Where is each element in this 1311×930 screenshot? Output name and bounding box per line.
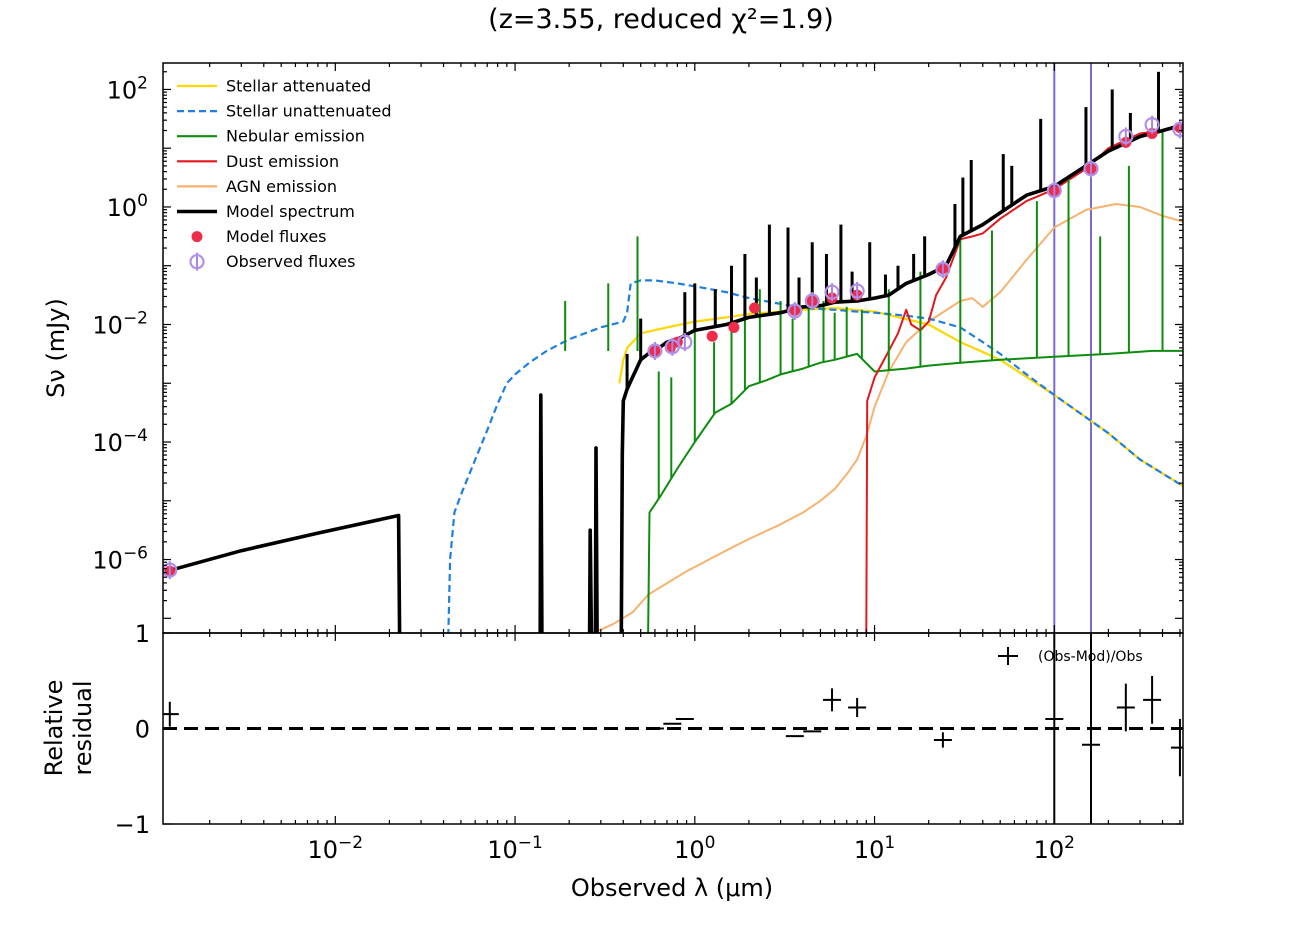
legend-entry-stellar-unattenuated: Stellar unattenuated xyxy=(177,102,391,121)
model-flux-4 xyxy=(706,330,718,342)
observed-flux-11 xyxy=(1118,127,1134,146)
x-axis-label: Observed λ (μm) xyxy=(571,874,773,902)
axis-tick-labels: 10−2 10−1 100 101 102 10−6 10−4 10−2 100 102 −1 0 1 xyxy=(92,73,1075,864)
observed-flux-7 xyxy=(849,282,865,300)
legend-label: Stellar attenuated xyxy=(226,77,371,96)
series-nebular-emission xyxy=(647,349,1183,633)
bottom-y-label-line1: Relative xyxy=(40,680,68,777)
observed-flux-12 xyxy=(1144,115,1160,134)
residual-6 xyxy=(823,688,842,712)
observed-flux-3 xyxy=(677,333,693,352)
top-y-axis-label: Sν (mJy) xyxy=(42,298,70,398)
observed-flux-marker xyxy=(824,284,840,300)
observed-flux-marker xyxy=(677,334,693,350)
y-tick-label-2: 10−2 xyxy=(92,308,148,339)
residual-legend-label: (Obs-Mod)/Obs xyxy=(1038,649,1143,665)
series-stellar-unattenuated xyxy=(447,279,1183,633)
legend-entry-model-fluxes: Model fluxes xyxy=(191,227,327,246)
residual-legend-marker xyxy=(998,647,1018,665)
series-stellar-attenuated xyxy=(618,306,1183,488)
series-agn-emission xyxy=(590,203,1183,633)
observed-flux-6 xyxy=(824,283,840,302)
legend-entry-agn-emission: AGN emission xyxy=(177,177,337,196)
y-tick-label-0: 10−6 xyxy=(92,544,148,575)
observed-flux-5 xyxy=(804,291,820,310)
observed-flux-10 xyxy=(1083,159,1099,178)
bottom-y-axis-label: Relative residual xyxy=(40,680,97,777)
axis-ticks xyxy=(163,63,1183,825)
observed-flux-marker xyxy=(935,261,951,277)
legend-entry-model-spectrum: Model spectrum xyxy=(177,202,355,221)
legend-label: Nebular emission xyxy=(226,127,365,146)
observed-flux-marker xyxy=(787,303,803,319)
observed-flux-marker xyxy=(849,283,865,299)
y-tick-label-4: 102 xyxy=(107,73,148,104)
legend-swatch xyxy=(189,254,205,270)
bottom-y-tick-label-1: 0 xyxy=(135,716,150,744)
legend-label: AGN emission xyxy=(226,177,337,196)
legend-entry-stellar-attenuated: Stellar attenuated xyxy=(177,77,371,96)
x-tick-label-0: 10−2 xyxy=(308,833,364,864)
top-panel xyxy=(163,63,1183,633)
x-tick-label-4: 102 xyxy=(1034,833,1075,864)
observed-flux-marker xyxy=(1172,121,1183,138)
series-dust-emission xyxy=(865,126,1183,633)
y-tick-label-3: 100 xyxy=(107,191,148,222)
model-flux-5 xyxy=(728,321,740,333)
model-flux-6 xyxy=(749,302,761,314)
residual-7 xyxy=(848,697,867,718)
legend-label: Stellar unattenuated xyxy=(226,102,391,121)
legend-label: Model spectrum xyxy=(226,202,355,221)
observed-flux-marker xyxy=(647,343,663,359)
x-tick-label-1: 10−1 xyxy=(487,833,543,864)
legend-entry-dust-emission: Dust emission xyxy=(177,152,339,171)
bottom-y-label-line2: residual xyxy=(69,680,97,775)
bottom-y-tick-label-0: −1 xyxy=(115,811,150,839)
observed-flux-4 xyxy=(787,301,803,320)
residual-12 xyxy=(1143,675,1162,724)
legend-label: Model fluxes xyxy=(226,227,327,246)
bottom-y-tick-label-2: 1 xyxy=(135,620,150,648)
observed-flux-2 xyxy=(664,337,680,356)
y-tick-label-1: 10−4 xyxy=(92,426,148,457)
observed-flux-marker xyxy=(804,293,820,309)
observed-flux-marker xyxy=(664,339,680,355)
observed-flux-marker xyxy=(1046,182,1062,199)
residual-legend: (Obs-Mod)/Obs xyxy=(998,647,1143,665)
residual-0 xyxy=(163,701,179,727)
observed-flux-9 xyxy=(1046,181,1062,200)
residual-10 xyxy=(1081,633,1100,824)
residual-11 xyxy=(1116,683,1135,732)
observed-flux-8 xyxy=(935,260,951,279)
legend-label: Dust emission xyxy=(226,152,339,171)
observed-flux-marker xyxy=(1118,128,1134,145)
legend-swatch xyxy=(191,231,203,243)
legend: Stellar attenuated Stellar unattenuated Ne… xyxy=(177,77,391,271)
x-tick-label-3: 101 xyxy=(854,833,895,864)
observed-flux-1 xyxy=(647,341,663,360)
chart-title: (z=3.55, reduced χ²=1.9) xyxy=(488,4,834,35)
bottom-panel xyxy=(163,633,1183,824)
observed-flux-13 xyxy=(1172,120,1183,139)
legend-label: Observed fluxes xyxy=(226,252,355,271)
residual-8 xyxy=(933,732,952,748)
x-tick-label-2: 100 xyxy=(674,833,715,864)
legend-entry-observed-fluxes: Observed fluxes xyxy=(189,252,355,271)
legend-entry-nebular-emission: Nebular emission xyxy=(177,127,365,146)
observed-flux-marker xyxy=(1144,117,1160,133)
observed-flux-marker xyxy=(1083,161,1099,177)
